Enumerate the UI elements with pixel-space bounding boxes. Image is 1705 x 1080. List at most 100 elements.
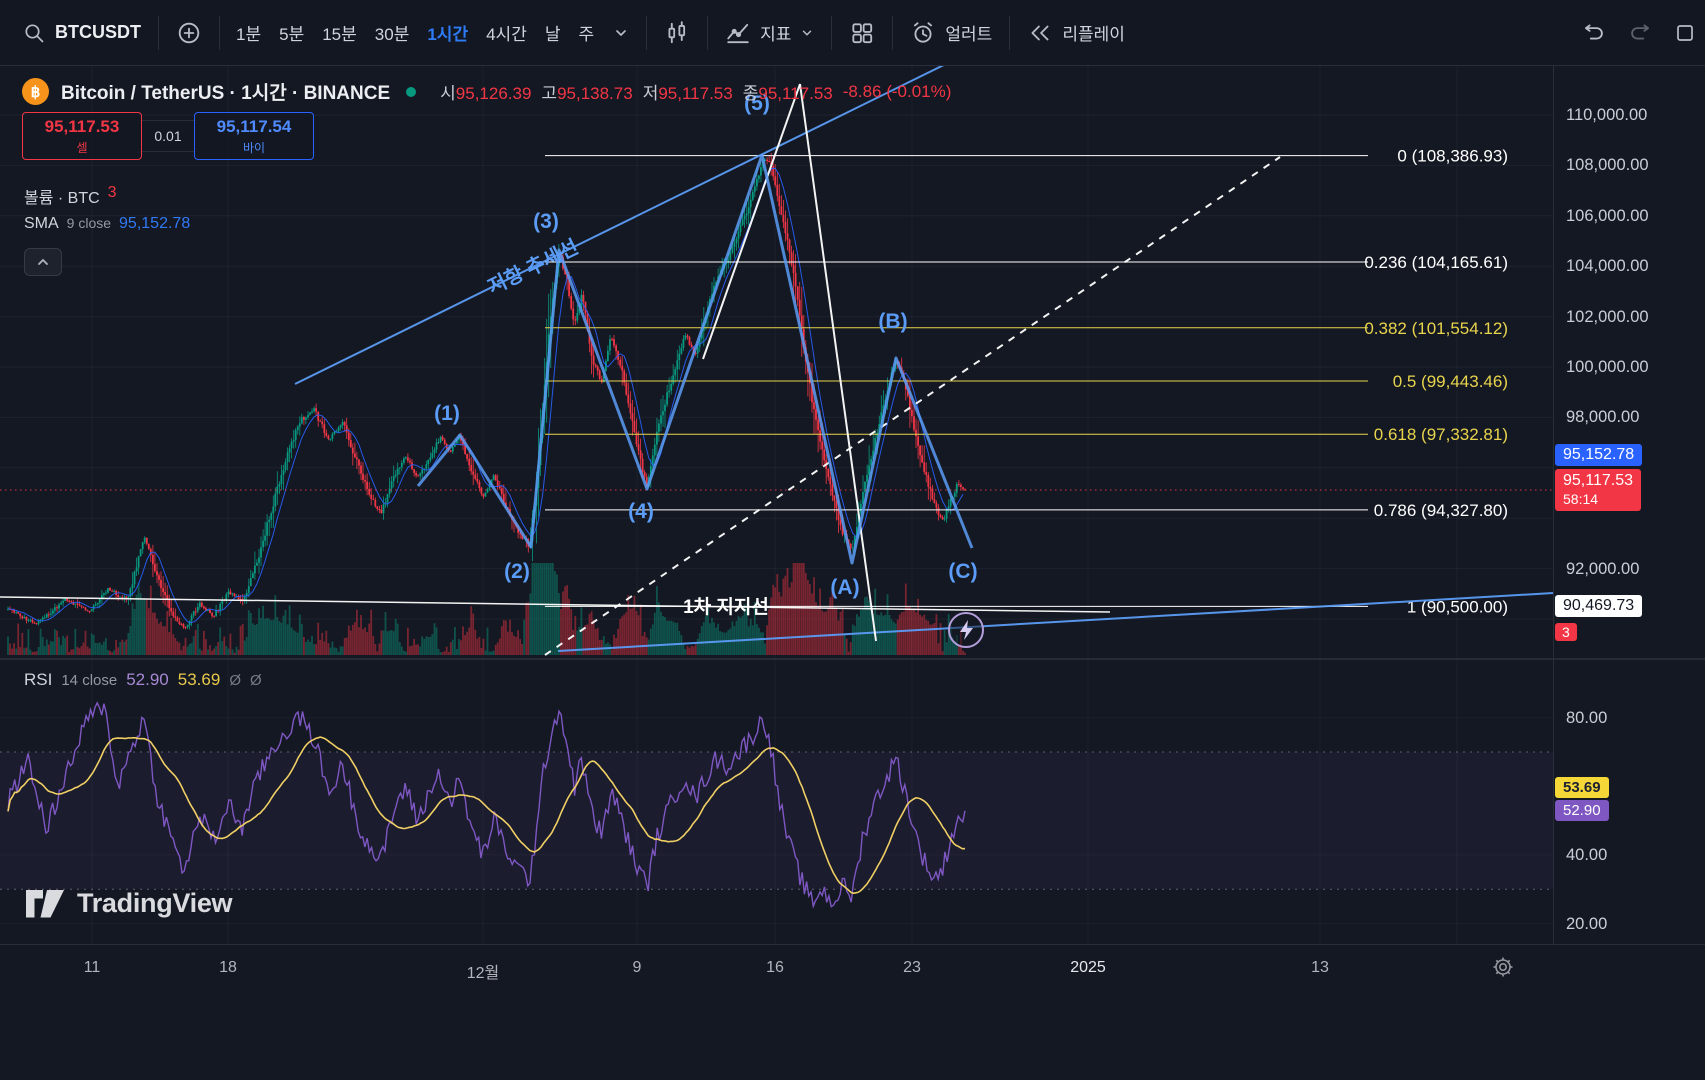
undo-arrow-icon [1581, 20, 1607, 46]
search-icon [22, 21, 46, 45]
open-value: 95,126.39 [455, 84, 532, 103]
time-axis-label: 2025 [1070, 959, 1106, 976]
bottom-strip [0, 992, 1705, 1080]
timeframe-button-1[interactable]: 1분 [227, 12, 270, 53]
indicator-chart-icon [725, 20, 751, 46]
wedge-right-line[interactable] [799, 83, 877, 642]
price-axis-label: 98,000.00 [1566, 408, 1640, 427]
plus-circle-icon [176, 20, 202, 46]
time-axis-label: 16 [766, 959, 784, 976]
price-pane[interactable]: 0 (108,386.93) 0.236 (104,165.61) 0.382 (1… [0, 66, 1553, 658]
svg-text:0 (108,386.93): 0 (108,386.93) [1397, 147, 1508, 166]
high-label: 고 [541, 84, 558, 103]
replay-button[interactable]: 리플레이 [1017, 12, 1135, 54]
sma-params: 9 close [66, 215, 112, 231]
svg-text:0.618 (97,332.81): 0.618 (97,332.81) [1374, 425, 1508, 444]
rsi-legend[interactable]: RSI 14 close 52.90 53.69 Ø Ø [24, 670, 262, 1080]
wave-label[interactable]: (A) [830, 576, 859, 599]
collapse-legend-button[interactable] [24, 248, 62, 276]
volume-value: 3 [107, 184, 117, 201]
grid-layout-icon [849, 20, 875, 46]
compare-add-button[interactable] [166, 12, 212, 54]
alert-button[interactable]: 얼러트 [900, 12, 1002, 54]
close-value: 95,117.53 [758, 84, 833, 103]
wave-label[interactable]: (5) [744, 92, 770, 115]
rsi-empty-value-icon: Ø [229, 672, 241, 689]
rsi-ma-line [7, 736, 966, 895]
toolbar-divider [707, 15, 709, 50]
pair-title[interactable]: Bitcoin / TetherUS · 1시간 · BINANCE [61, 83, 391, 104]
timeframe-button-3[interactable]: 15분 [313, 12, 366, 53]
market-status-dot [406, 86, 417, 97]
svg-text:0.236 (104,165.61): 0.236 (104,165.61) [1364, 253, 1508, 272]
wave-label[interactable]: (1) [434, 402, 460, 425]
lower-support-trendline[interactable] [557, 592, 1553, 652]
fib-retracement[interactable]: 0 (108,386.93) 0.236 (104,165.61) 0.382 (1… [545, 147, 1508, 617]
redo-button[interactable] [1617, 12, 1663, 54]
toolbar-divider [158, 15, 159, 50]
chart-style-button[interactable] [654, 12, 700, 54]
sma-name: SMA [24, 215, 59, 232]
layout-grid-button[interactable] [839, 12, 885, 54]
primary-support-line[interactable] [0, 596, 1111, 613]
tradingview-watermark[interactable]: TradingView [26, 888, 233, 919]
timeframe-expand-button[interactable] [603, 17, 639, 49]
wave-label[interactable]: (2) [504, 560, 530, 583]
price-axis-label: 110,000.00 [1566, 106, 1648, 124]
pane-divider[interactable] [0, 658, 1705, 660]
timeframe-button-4[interactable]: 30분 [366, 12, 419, 53]
time-axis-label: 13 [1311, 959, 1329, 976]
gear-icon[interactable] [1492, 956, 1514, 978]
replay-label: 리플레이 [1062, 25, 1125, 44]
rsi-value-badge: 52.90 [1555, 799, 1609, 821]
wave-label[interactable]: (C) [948, 560, 977, 583]
wave-label[interactable]: (3) [533, 210, 559, 233]
timeframe-group: 1분 5분 15분 30분 1시간 4시간 날 주 [227, 12, 603, 53]
wave-label[interactable]: (4) [628, 500, 654, 523]
resistance-trendline[interactable] [294, 66, 958, 385]
fullscreen-button[interactable] [1663, 13, 1705, 53]
redo-arrow-icon [1627, 20, 1653, 46]
quantity-field[interactable]: 0.01 [142, 120, 194, 152]
rsi-empty-value-icon: Ø [249, 672, 262, 689]
elliott-wave-path[interactable] [416, 153, 974, 565]
sma-legend[interactable]: SMA 9 close 95,152.78 [24, 215, 190, 233]
rsi-chart-canvas[interactable] [0, 660, 1553, 944]
candlestick-icon [664, 20, 690, 46]
timeframe-button-2[interactable]: 5분 [270, 12, 313, 53]
buy-button[interactable]: 95,117.54 바이 [194, 112, 314, 160]
volume-legend[interactable]: 볼륨 · BTC 3 [24, 184, 117, 208]
svg-text:0.786 (94,327.80): 0.786 (94,327.80) [1374, 501, 1508, 520]
price-axis-label: 100,000.00 [1566, 358, 1649, 376]
timeframe-button-7[interactable]: 날 [536, 12, 570, 53]
wave-label[interactable]: (B) [878, 310, 907, 333]
rsi-pane[interactable]: RSI 14 close 52.90 53.69 Ø Ø TradingView [0, 660, 1553, 944]
time-axis[interactable]: 11 18 12월 9 16 23 2025 13 [0, 944, 1705, 992]
buy-label: 바이 [242, 140, 266, 155]
rsi-axis-label: 40.00 [1566, 845, 1608, 864]
indicators-button[interactable]: 지표 [715, 12, 824, 54]
close-label: 종 [742, 84, 759, 103]
chevron-up-icon [35, 255, 51, 269]
high-value: 95,138.73 [557, 84, 633, 103]
sell-price: 95,117.53 [44, 116, 120, 136]
undo-button[interactable] [1571, 12, 1617, 54]
toolbar-divider [1009, 15, 1011, 50]
sell-button[interactable]: 95,117.53 셀 [22, 112, 142, 160]
chart-annotation[interactable]: 1차 지지선 [683, 596, 769, 618]
lightning-marker-icon[interactable] [948, 612, 984, 648]
wedge-left-line[interactable] [702, 83, 801, 360]
timeframe-button-8[interactable]: 주 [569, 12, 603, 53]
price-axis-label: 104,000.00 [1566, 257, 1649, 276]
timeframe-button-5[interactable]: 1시간 [418, 12, 477, 53]
low-label: 저 [642, 84, 659, 103]
price-scale[interactable]: 110,000.00 108,000.00 106,000.00 104,000.00… [1553, 66, 1705, 944]
rsi-ma-value: 53.69 [177, 670, 221, 689]
symbol-search-button[interactable]: BTCUSDT [12, 13, 151, 53]
time-axis-label: 12월 [466, 965, 500, 982]
indicators-label: 지표 [760, 25, 792, 44]
time-axis-label: 9 [632, 959, 642, 976]
timeframe-button-6[interactable]: 4시간 [477, 12, 536, 53]
rsi-params: 14 close [61, 672, 118, 689]
sma-price-badge: 95,152.78 [1555, 444, 1643, 467]
